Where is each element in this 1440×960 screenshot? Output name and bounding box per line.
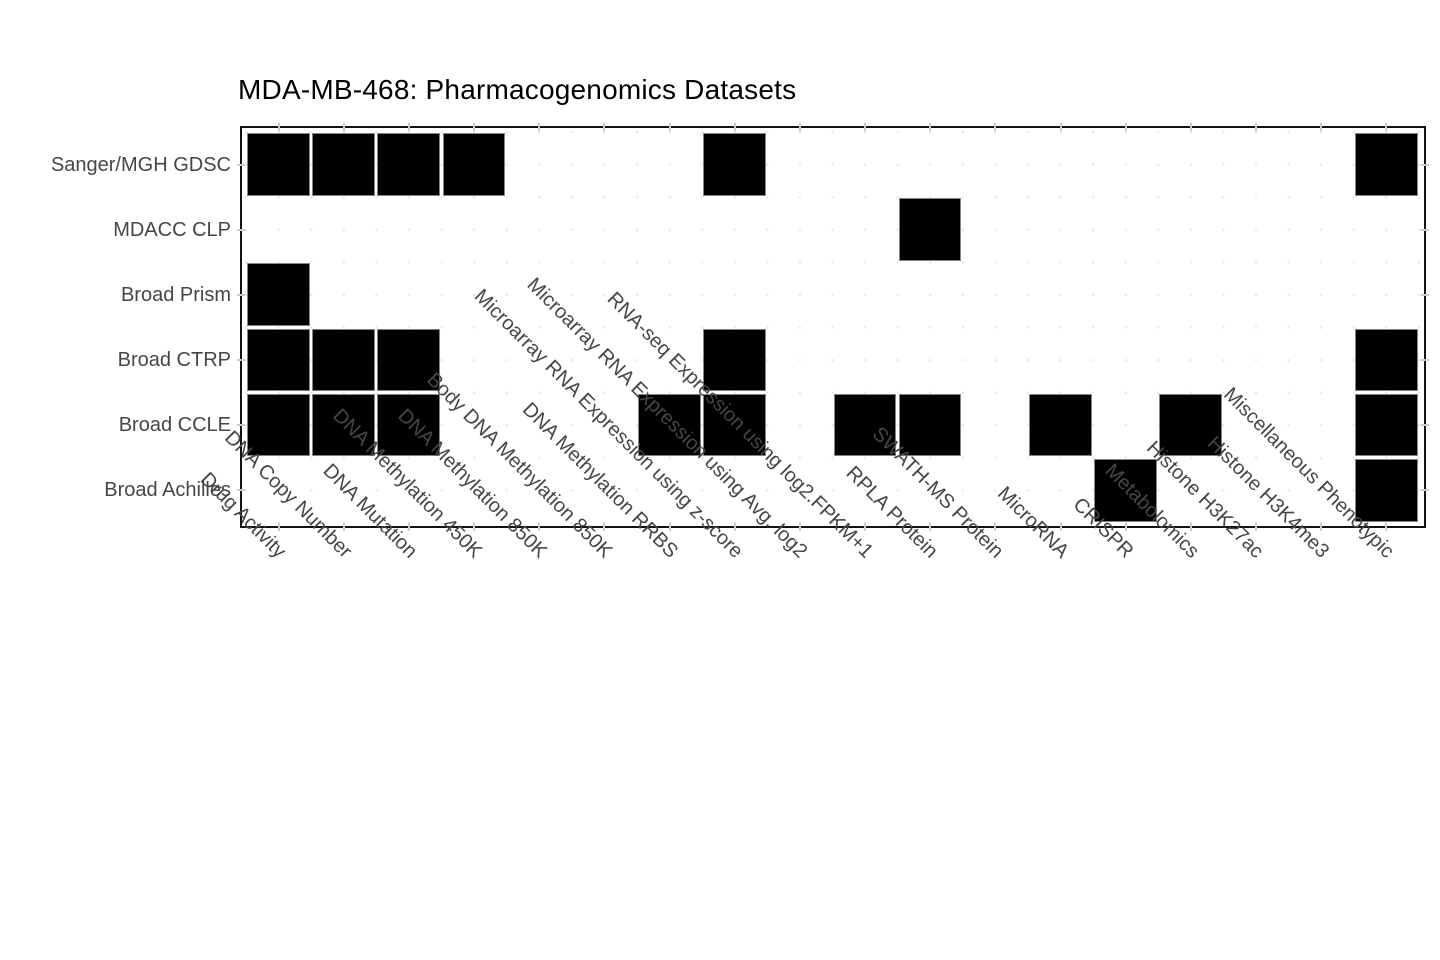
x-axis-tick [1320,123,1323,131]
x-axis-tick [277,123,280,131]
y-axis-tick [237,359,245,362]
y-axis-label: MDACC CLP [113,218,231,241]
heatmap-cell [703,328,766,392]
y-axis-label: Broad CTRP [117,349,231,372]
y-axis-tick [237,424,245,427]
x-axis-tick [473,523,476,531]
x-axis-tick [1385,523,1388,531]
x-axis-tick [733,123,736,131]
heatmap-cell [247,133,310,196]
y-axis-label: Broad Achilles [104,479,231,502]
heatmap-cell [312,393,375,457]
x-axis-tick [1059,123,1062,131]
heatmap-cell [377,393,440,457]
x-axis-tick [1320,523,1323,531]
x-axis-tick [798,523,801,531]
heatmap-cell [377,328,440,392]
heatmap-cell [703,133,766,196]
chart-title: MDA-MB-468: Pharmacogenomics Datasets [238,74,797,105]
y-axis-tick [237,228,245,231]
x-axis-tick [1124,123,1127,131]
y-axis-label: Broad CCLE [118,414,231,437]
heatmap-cell [1354,133,1418,196]
x-axis-tick [929,523,932,531]
heatmap-cell [312,328,375,392]
heatmap-cell [638,393,701,457]
heatmap-cell [1029,393,1092,457]
x-axis-tick [473,123,476,131]
x-axis-tick [538,523,541,531]
x-axis-tick [407,523,410,531]
heatmap-cell [1094,458,1157,522]
y-axis-label: Broad Prism [120,283,231,306]
x-axis-tick [994,523,997,531]
x-axis-tick [1385,123,1388,131]
x-axis-tick [342,523,345,531]
x-axis-tick [538,123,541,131]
y-axis-tick [1421,359,1429,362]
x-axis-tick [1059,523,1062,531]
x-axis-tick [864,523,867,531]
heatmap-cell [442,133,506,196]
x-axis-tick [1124,523,1127,531]
x-axis-tick [1189,523,1192,531]
x-axis-tick [668,523,671,531]
y-axis-tick [1421,228,1429,231]
heatmap-cell [247,393,310,457]
y-axis-tick [237,293,245,296]
y-axis-tick [1421,163,1429,166]
y-axis-tick [1421,489,1429,492]
heatmap-cell [312,133,375,196]
x-axis-tick [733,523,736,531]
y-axis-tick [237,489,245,492]
y-axis-tick [1421,424,1429,427]
x-axis-tick [1255,523,1258,531]
y-axis-label: Sanger/MGH GDSC [50,153,231,176]
x-axis-tick [929,123,932,131]
x-axis-tick [342,123,345,131]
heatmap-cell [703,393,766,457]
y-axis-tick [237,163,245,166]
heatmap-cell [1354,328,1418,392]
x-axis-tick [798,123,801,131]
x-axis-tick [994,123,997,131]
heatmap-cell [247,263,310,326]
heatmap-cell [1354,393,1418,457]
heatmap-cell [247,328,310,392]
x-axis-tick [1189,123,1192,131]
heatmap-cell [1159,393,1223,457]
x-axis-tick [603,523,606,531]
x-axis-tick [407,123,410,131]
x-axis-tick [277,523,280,531]
heatmap-cell [898,198,962,261]
heatmap-cell [377,133,440,196]
x-axis-tick [1255,123,1258,131]
heatmap-cell [1354,458,1418,522]
x-axis-tick [864,123,867,131]
heatmap-cell [898,393,962,457]
x-axis-tick [668,123,671,131]
y-axis-tick [1421,293,1429,296]
x-axis-tick [603,123,606,131]
heatmap-cell [833,393,897,457]
